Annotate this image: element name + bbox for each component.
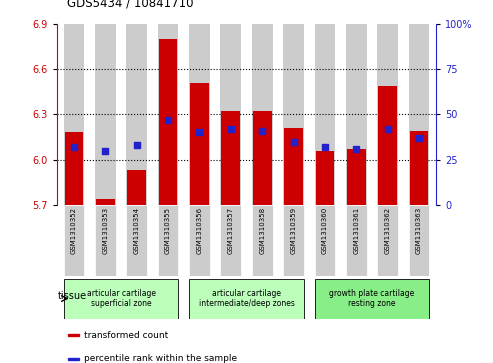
Text: articular cartilage
superficial zone: articular cartilage superficial zone — [86, 289, 155, 308]
Bar — [283, 24, 304, 205]
Text: GSM1310362: GSM1310362 — [385, 207, 390, 254]
Text: GSM1310355: GSM1310355 — [165, 207, 171, 254]
Bar — [253, 111, 272, 205]
Bar — [220, 24, 241, 205]
Bar — [284, 128, 303, 205]
Bar — [410, 131, 428, 205]
Bar — [346, 24, 367, 205]
Bar — [126, 24, 147, 205]
Text: GSM1310357: GSM1310357 — [228, 207, 234, 254]
Point — [164, 117, 172, 123]
Text: articular cartilage
intermediate/deep zones: articular cartilage intermediate/deep zo… — [199, 289, 294, 308]
Text: growth plate cartilage
resting zone: growth plate cartilage resting zone — [329, 289, 415, 308]
Bar — [377, 24, 398, 205]
Point — [384, 126, 391, 132]
Text: GSM1310361: GSM1310361 — [353, 207, 359, 254]
Bar — [315, 205, 335, 276]
Bar — [189, 24, 210, 205]
Text: GSM1310353: GSM1310353 — [103, 207, 108, 254]
Text: transformed count: transformed count — [84, 331, 169, 340]
Bar — [159, 39, 177, 205]
Bar — [64, 205, 84, 276]
Bar — [378, 86, 397, 205]
Point — [70, 144, 78, 150]
Point — [415, 135, 423, 141]
Bar — [68, 358, 79, 360]
Bar — [347, 149, 366, 205]
Text: GSM1310354: GSM1310354 — [134, 207, 140, 254]
Bar — [409, 24, 429, 205]
Bar — [68, 334, 79, 336]
Bar — [316, 151, 334, 205]
Bar — [189, 205, 210, 276]
Text: GSM1310359: GSM1310359 — [290, 207, 297, 254]
Text: GSM1310363: GSM1310363 — [416, 207, 422, 254]
Bar — [158, 205, 178, 276]
Bar — [189, 278, 304, 319]
Bar — [252, 205, 273, 276]
Point — [321, 144, 329, 150]
Bar — [64, 24, 84, 205]
Point — [289, 139, 297, 144]
Text: percentile rank within the sample: percentile rank within the sample — [84, 354, 238, 363]
Bar — [346, 205, 367, 276]
Bar — [158, 24, 178, 205]
Text: GSM1310356: GSM1310356 — [196, 207, 203, 254]
Point — [133, 142, 141, 148]
Text: GSM1310352: GSM1310352 — [71, 207, 77, 254]
Bar — [127, 170, 146, 205]
Bar — [315, 24, 335, 205]
Bar — [409, 205, 429, 276]
Text: GDS5434 / 10841710: GDS5434 / 10841710 — [67, 0, 193, 9]
Bar — [377, 205, 398, 276]
Point — [227, 126, 235, 132]
Bar — [64, 278, 178, 319]
Bar — [315, 278, 429, 319]
Point — [102, 148, 109, 154]
Bar — [283, 205, 304, 276]
Point — [352, 146, 360, 152]
Text: tissue: tissue — [57, 291, 86, 302]
Text: GSM1310360: GSM1310360 — [322, 207, 328, 254]
Bar — [65, 132, 83, 205]
Bar — [252, 24, 273, 205]
Bar — [95, 205, 116, 276]
Bar — [221, 111, 240, 205]
Point — [196, 130, 204, 135]
Text: GSM1310358: GSM1310358 — [259, 207, 265, 254]
Bar — [126, 205, 147, 276]
Bar — [190, 83, 209, 205]
Bar — [96, 199, 115, 205]
Bar — [220, 205, 241, 276]
Point — [258, 128, 266, 134]
Bar — [95, 24, 116, 205]
